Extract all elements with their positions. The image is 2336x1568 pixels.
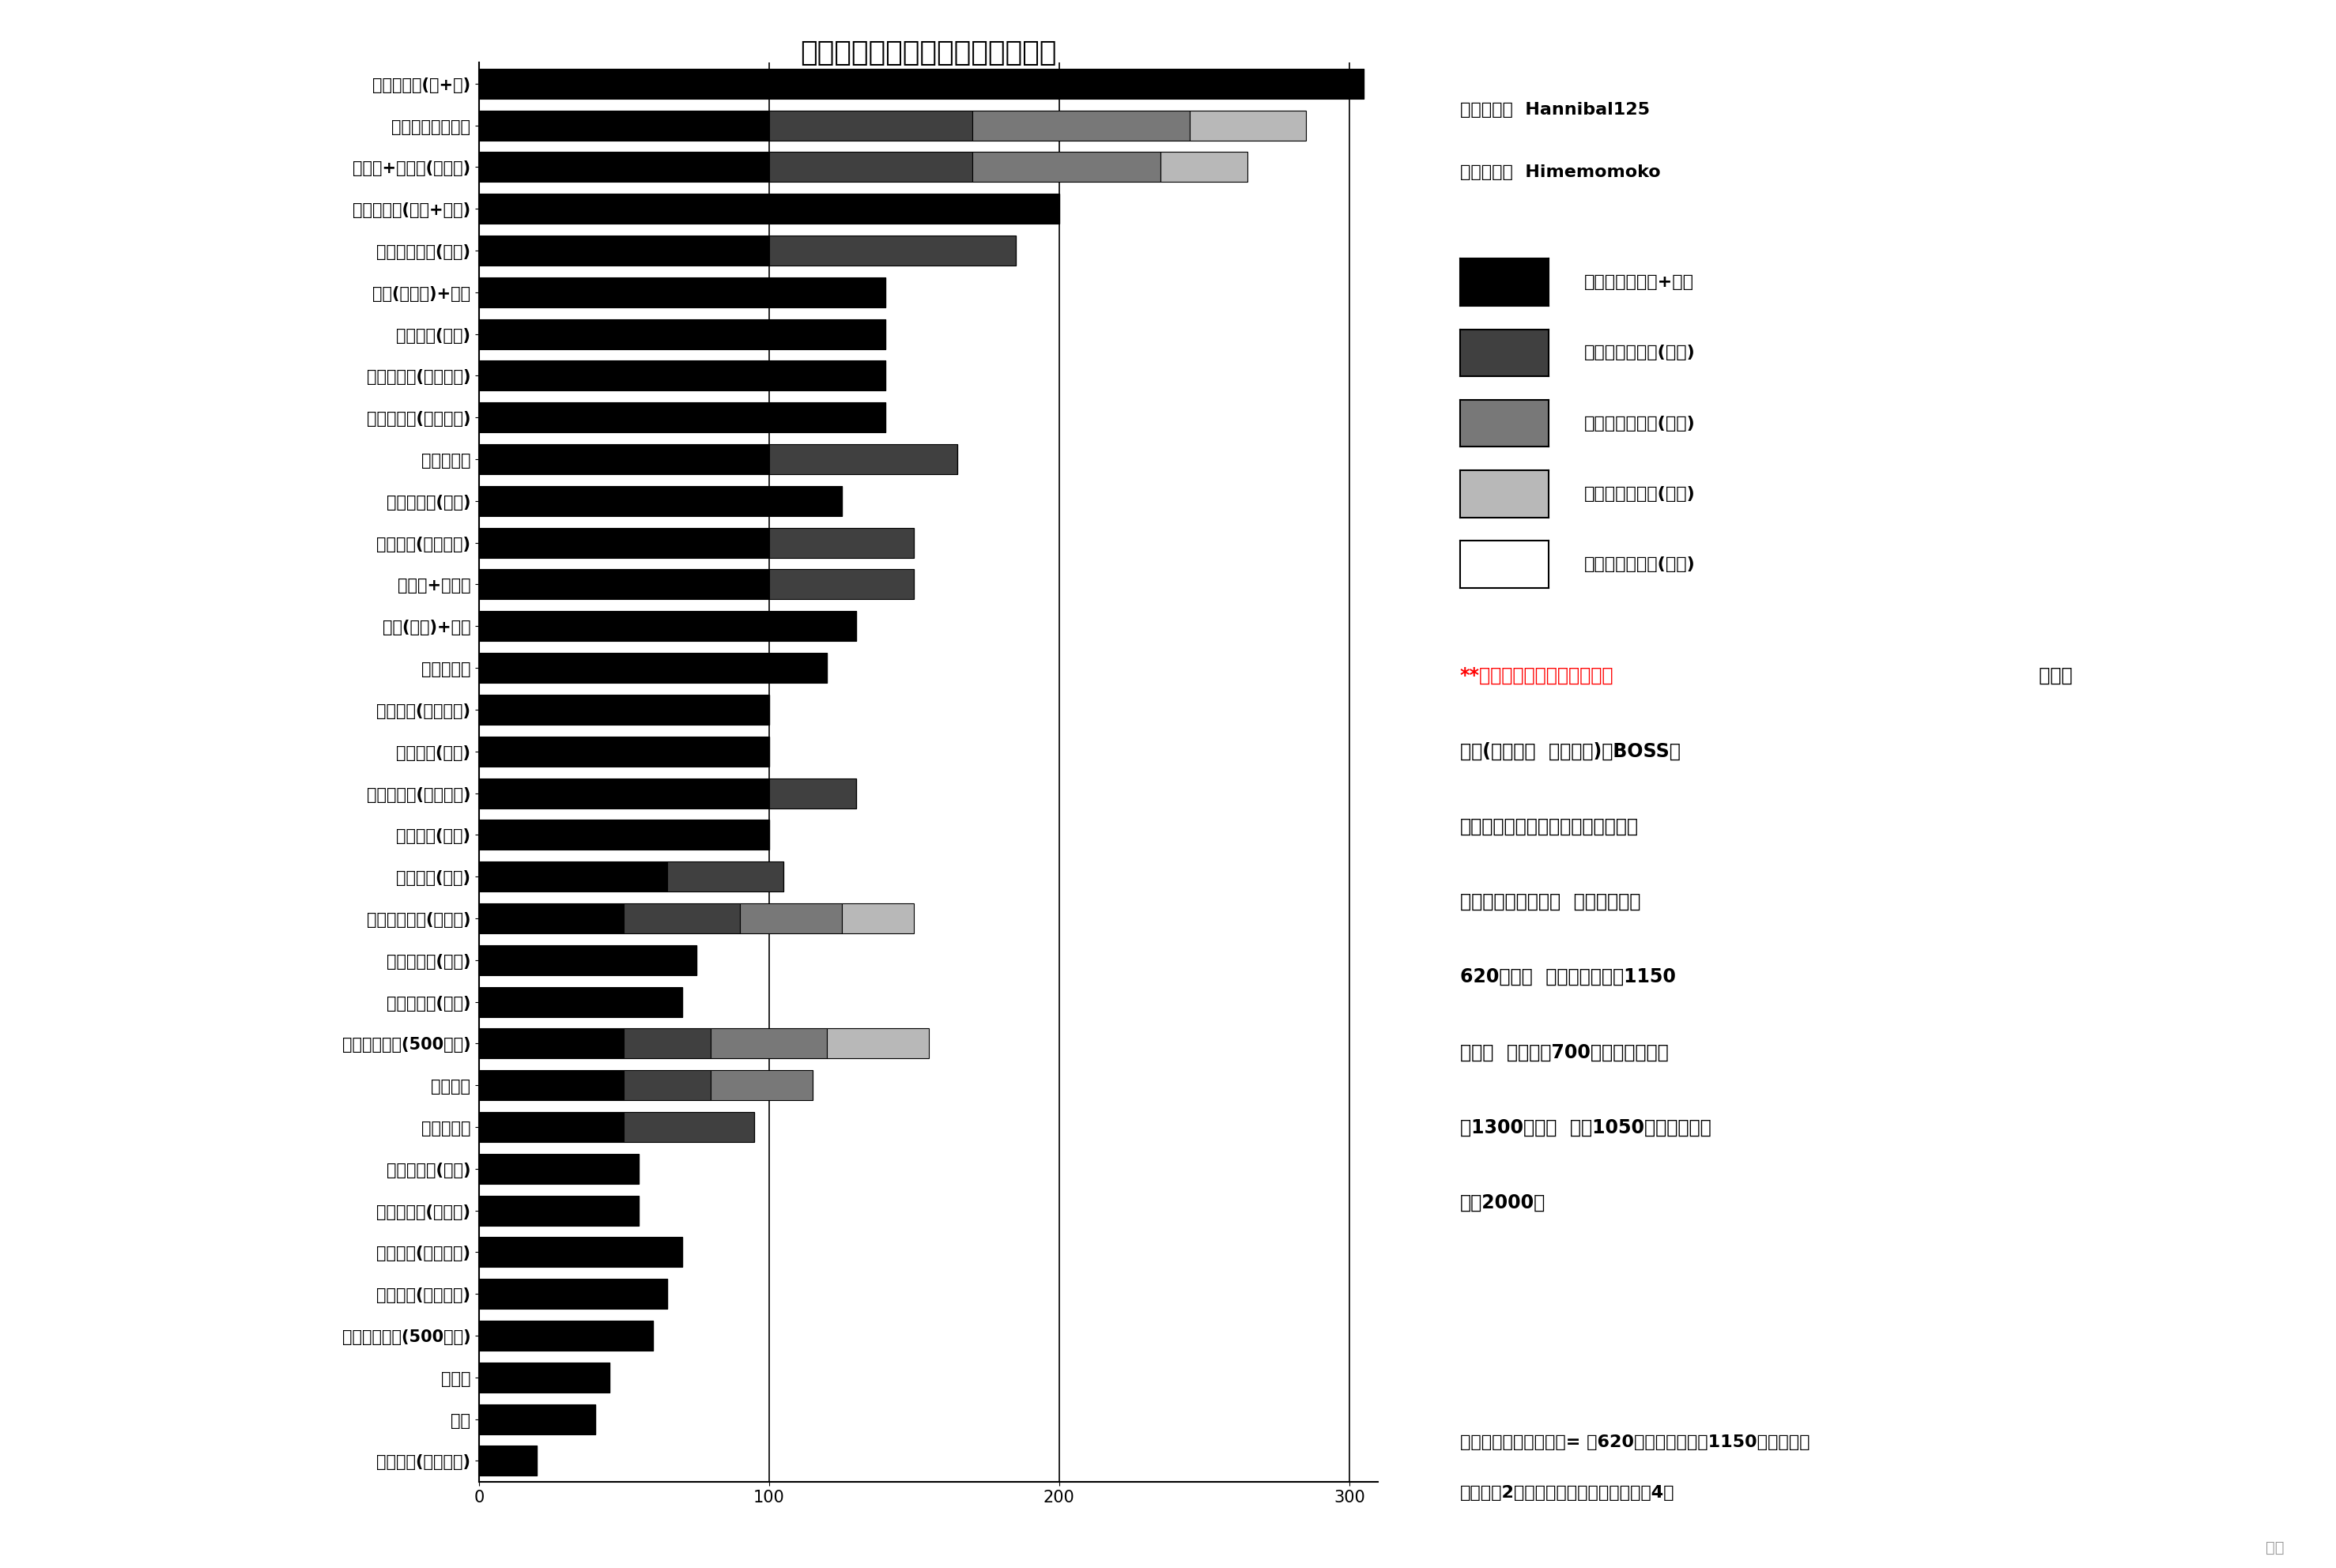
Bar	[1161, 152, 1247, 182]
Bar	[972, 152, 1161, 182]
Bar	[479, 1195, 638, 1226]
Bar	[1189, 110, 1306, 141]
Bar	[479, 1363, 610, 1392]
Bar	[479, 1320, 654, 1350]
Bar	[479, 861, 668, 892]
Text: 第一次输入格挡+攻击: 第一次输入格挡+攻击	[1584, 274, 1694, 290]
Bar	[479, 569, 769, 599]
Bar	[479, 318, 885, 350]
Bar	[479, 1446, 537, 1475]
Bar	[741, 903, 841, 933]
Bar	[769, 110, 972, 141]
Bar	[479, 1112, 624, 1142]
Bar	[479, 695, 769, 724]
Bar	[479, 903, 624, 933]
Bar	[769, 569, 913, 599]
Bar	[479, 737, 769, 767]
Bar	[668, 861, 783, 892]
Text: 一周目约2发蓄力不死斩二连，多周目约4发: 一周目约2发蓄力不死斩二连，多周目约4发	[1460, 1485, 1675, 1501]
Text: 点），  全盛义父700点（二周目之后: 点）， 全盛义父700点（二周目之后	[1460, 1043, 1668, 1062]
Bar	[479, 361, 885, 390]
Bar	[479, 820, 769, 850]
Text: 难度(无钟鬼，  保留护符)的BOSS躯: 难度(无钟鬼， 保留护符)的BOSS躯	[1460, 742, 1680, 760]
Bar	[479, 528, 769, 558]
Bar	[479, 946, 696, 975]
Text: 九游: 九游	[2266, 1540, 2285, 1555]
Bar	[710, 1029, 827, 1058]
Text: 躯干伤害（敌人没有防御动作时）: 躯干伤害（敌人没有防御动作时）	[801, 39, 1056, 66]
Bar	[479, 1237, 682, 1267]
Bar	[624, 1112, 755, 1142]
Bar	[710, 1071, 813, 1101]
Text: 将基准: 将基准	[2032, 666, 2072, 685]
Text: **数学不好请不要看这一段！: **数学不好请不要看这一段！	[1460, 666, 1614, 685]
Bar	[479, 278, 885, 307]
Text: 第三次输入攻击(追击): 第三次输入攻击(追击)	[1584, 416, 1696, 431]
Bar	[624, 1029, 710, 1058]
Bar	[624, 1071, 710, 1101]
Bar	[769, 444, 958, 474]
Text: 后约2000）: 后约2000）	[1460, 1193, 1546, 1212]
Bar	[479, 652, 827, 684]
Bar	[479, 986, 682, 1016]
Bar	[479, 778, 769, 808]
Bar	[479, 612, 855, 641]
Text: 后（就是做除法），  剑圣每阶段约: 后（就是做除法）， 剑圣每阶段约	[1460, 892, 1640, 911]
Bar	[972, 110, 1189, 141]
Bar	[479, 444, 769, 474]
Bar	[479, 486, 841, 516]
Bar	[479, 110, 769, 141]
Bar	[827, 1029, 927, 1058]
Text: 干值按每周目全战斗记忆进行标准化: 干值按每周目全战斗记忆进行标准化	[1460, 817, 1638, 836]
Bar	[479, 69, 1364, 99]
Text: 第四次输入攻击(追击): 第四次输入攻击(追击)	[1584, 486, 1696, 502]
Bar	[624, 903, 741, 933]
Text: 620点躯干  （二周目之后约1150: 620点躯干 （二周目之后约1150	[1460, 967, 1675, 986]
Bar	[769, 778, 855, 808]
Bar	[841, 903, 913, 933]
Text: 约1300点），  怨鬼1050点（二周目之: 约1300点）， 怨鬼1050点（二周目之	[1460, 1118, 1712, 1137]
Bar	[769, 152, 972, 182]
Bar	[479, 1279, 668, 1309]
Bar	[479, 152, 769, 182]
Text: 剑圣一心标准化躯干值= 约620（一周目），约1150（多周目）: 剑圣一心标准化躯干值= 约620（一周目），约1150（多周目）	[1460, 1435, 1810, 1450]
Bar	[479, 1071, 624, 1101]
Bar	[479, 1154, 638, 1184]
Bar	[479, 194, 1058, 224]
Text: 第五次输入攻击(追击): 第五次输入攻击(追击)	[1584, 557, 1696, 572]
Text: 第二次输入攻击(追击): 第二次输入攻击(追击)	[1584, 345, 1696, 361]
Bar	[479, 1403, 596, 1435]
Text: 数据挖掘：  Hannibal125: 数据挖掘： Hannibal125	[1460, 102, 1649, 118]
Text: 数据分析：  Himemomoko: 数据分析： Himemomoko	[1460, 165, 1661, 180]
Bar	[769, 528, 913, 558]
Bar	[479, 403, 885, 433]
Bar	[769, 235, 1016, 265]
Bar	[479, 235, 769, 265]
Bar	[479, 1029, 624, 1058]
